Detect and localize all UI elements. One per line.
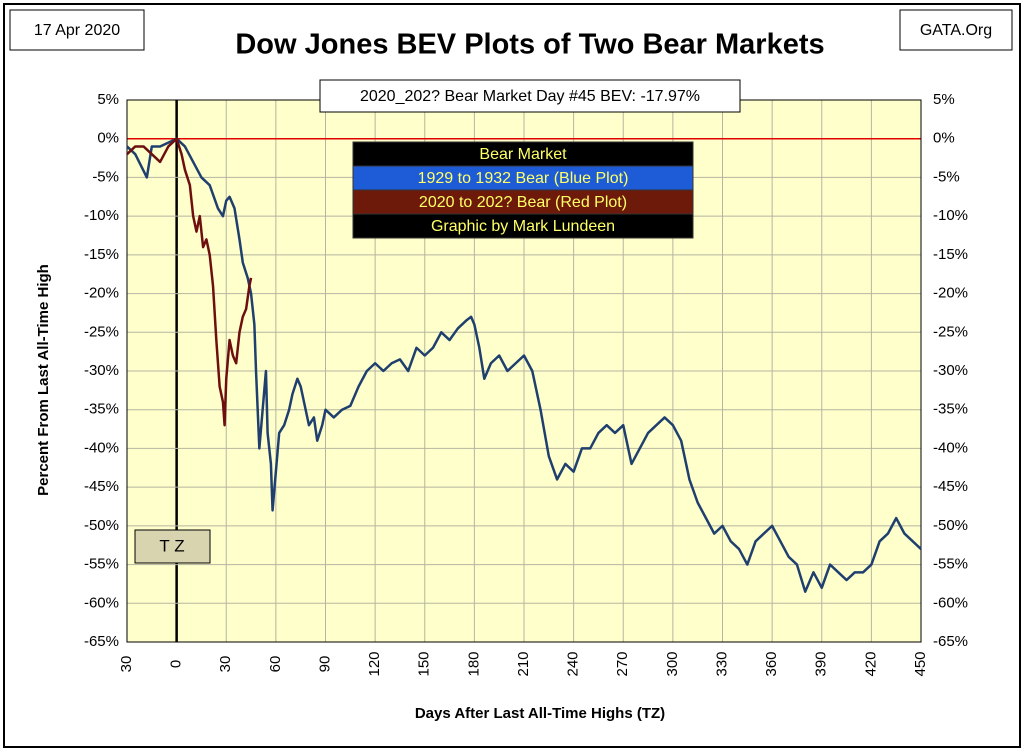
y2-tick-label: -15% — [933, 246, 968, 263]
y-tick-label: -5% — [92, 168, 119, 185]
y2-tick-label: -20% — [933, 285, 968, 302]
y-tick-label: -45% — [84, 478, 119, 495]
y-tick-label: -10% — [84, 207, 119, 224]
date-box — [9, 9, 145, 51]
y2-tick-label: -50% — [933, 517, 968, 534]
legend-entry-bg — [352, 189, 694, 215]
y-tick-label: -20% — [84, 285, 119, 302]
annotation-box — [319, 79, 741, 113]
y2-tick-label: -35% — [933, 401, 968, 418]
y2-tick-label: -10% — [933, 207, 968, 224]
y2-tick-label: 0% — [933, 130, 955, 147]
series-line — [126, 137, 922, 593]
x-tick-label: 180 — [465, 651, 482, 676]
legend-entry: 1929 to 1932 Bear (Blue Plot) — [418, 170, 629, 187]
x-tick-label: 90 — [316, 656, 333, 673]
legend-title: Bear Market — [479, 146, 567, 163]
y-tick-label: 0% — [97, 130, 119, 147]
x-tick-label: 150 — [416, 651, 433, 676]
date: 17 Apr 2020 — [34, 22, 120, 39]
source: GATA.Org — [920, 22, 992, 39]
x-tick-label: 30 — [217, 656, 234, 673]
y-tick-label: -40% — [84, 439, 119, 456]
y2-tick-label: -45% — [933, 478, 968, 495]
x-tick-label: 300 — [664, 651, 681, 676]
y2-tick-label: -65% — [933, 633, 968, 650]
x-tick-label: 120 — [366, 651, 383, 676]
tz-box — [134, 529, 211, 564]
source-box — [899, 9, 1013, 51]
tz-label: T Z — [159, 536, 184, 555]
x-tick-label: 0 — [168, 660, 185, 668]
y2-tick-label: -30% — [933, 362, 968, 379]
y-axis-label: Percent From Last All-Time High — [35, 264, 52, 496]
y2-tick-label: -55% — [933, 556, 968, 573]
x-tick-label: 240 — [565, 651, 582, 676]
y2-tick-label: 5% — [933, 91, 955, 108]
y2-tick-label: -5% — [933, 168, 960, 185]
y-tick-label: -55% — [84, 556, 119, 573]
y-tick-label: -65% — [84, 633, 119, 650]
y-tick-label: -60% — [84, 594, 119, 611]
x-tick-label: 270 — [614, 651, 631, 676]
x-tick-label: 210 — [515, 651, 532, 676]
y-tick-label: -15% — [84, 246, 119, 263]
annotation: 2020_202? Bear Market Day #45 BEV: -17.9… — [360, 88, 700, 105]
x-tick-label: 330 — [713, 651, 730, 676]
y-tick-label: -30% — [84, 362, 119, 379]
y-tick-label: -35% — [84, 401, 119, 418]
x-tick-label: 390 — [813, 651, 830, 676]
x-axis-label: Days After Last All-Time Highs (TZ) — [415, 705, 665, 722]
x-tick-label: 450 — [912, 651, 929, 676]
credit-bg — [352, 213, 694, 239]
y2-tick-label: -25% — [933, 323, 968, 340]
y2-tick-label: -40% — [933, 439, 968, 456]
x-tick-label: 420 — [862, 651, 879, 676]
y2-tick-label: -60% — [933, 594, 968, 611]
x-tick-label: 360 — [763, 651, 780, 676]
y-tick-label: 5% — [97, 91, 119, 108]
y-tick-label: -50% — [84, 517, 119, 534]
legend-entry-bg — [352, 165, 694, 191]
x-tick-label: 30 — [118, 656, 135, 673]
y-tick-label: -25% — [84, 323, 119, 340]
chart-title: Dow Jones BEV Plots of Two Bear Markets — [235, 29, 824, 61]
x-tick-label: 60 — [267, 656, 284, 673]
legend-entry: 2020 to 202? Bear (Red Plot) — [419, 194, 627, 211]
series-line — [126, 137, 253, 427]
credit: Graphic by Mark Lundeen — [431, 218, 615, 235]
